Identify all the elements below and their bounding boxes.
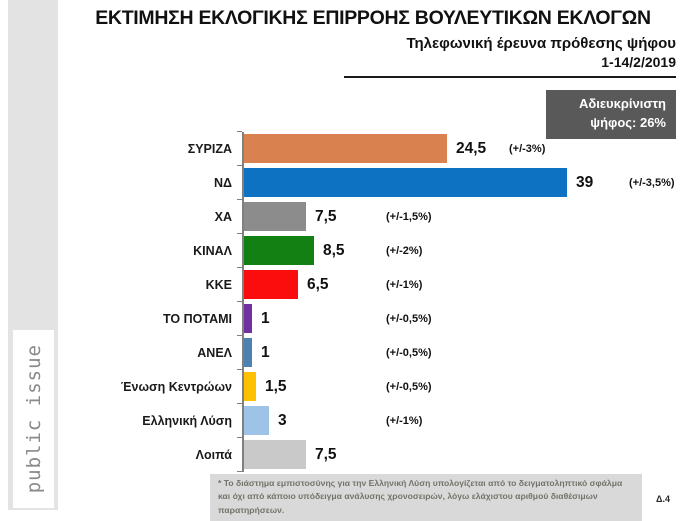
- plot-area: 7,5: [237, 437, 676, 472]
- bar: [244, 202, 306, 231]
- bar-row: ΧΑ 7,5 (+/-1,5%): [70, 199, 676, 234]
- value-label: 6,5: [307, 276, 329, 293]
- margin-of-error-label: (+/-1%): [386, 279, 423, 291]
- bar: [244, 270, 298, 299]
- bar-row: Ένωση Κεντρώων 1,5 (+/-0,5%): [70, 369, 676, 404]
- bar-chart: ΣΥΡΙΖΑ 24,5 (+/-3%) ΝΔ 39 (+/-3,5%) ΧΑ 7,5 (+/-1…: [70, 131, 676, 472]
- bar-row: Λοιπά 7,5: [70, 437, 676, 472]
- survey-subtitle: Τηλεφωνική έρευνα πρόθεσης ψήφου: [406, 35, 676, 52]
- value-label: 7,5: [315, 208, 337, 225]
- plot-area: 8,5 (+/-2%): [237, 233, 676, 268]
- page-title: ΕΚΤΙΜΗΣΗ ΕΚΛΟΓΙΚΗΣ ΕΠΙΡΡΟΗΣ ΒΟΥΛΕΥΤΙΚΩΝ …: [95, 7, 651, 29]
- category-label: Ελληνική Λύση: [142, 414, 232, 428]
- category-label: ΣΥΡΙΖΑ: [187, 142, 232, 156]
- bar-row: ΚΚΕ 6,5 (+/-1%): [70, 267, 676, 302]
- undecided-badge-line1: Αδιευκρίνιστη: [578, 96, 666, 111]
- category-label: ΧΑ: [214, 210, 232, 224]
- category-label: ΚΚΕ: [205, 278, 232, 292]
- plot-area: 24,5 (+/-3%): [237, 131, 676, 166]
- value-label: 24,5: [456, 140, 487, 157]
- header: ΕΚΤΙΜΗΣΗ ΕΚΛΟΓΙΚΗΣ ΕΠΙΡΡΟΗΣ ΒΟΥΛΕΥΤΙΚΩΝ …: [70, 0, 676, 78]
- value-label: 1: [261, 344, 270, 361]
- category-label: ΝΔ: [213, 176, 232, 190]
- margin-of-error-label: (+/-3,5%): [629, 177, 675, 189]
- bar: [244, 440, 306, 469]
- category-label: ΤΟ ΠΟΤΑΜΙ: [163, 312, 232, 326]
- value-label: 1,5: [265, 378, 287, 395]
- plot-area: 6,5 (+/-1%): [237, 267, 676, 302]
- margin-of-error-label: (+/-3%): [509, 143, 546, 155]
- bar: [244, 236, 314, 265]
- undecided-badge-line2: ψήφος: 26%: [590, 114, 666, 130]
- header-divider: [344, 76, 676, 78]
- bar: [244, 372, 256, 401]
- publisher-logo: public issue: [13, 330, 54, 508]
- value-label: 39: [576, 174, 594, 191]
- margin-of-error-label: (+/-2%): [386, 245, 423, 257]
- bar-row: ΤΟ ΠΟΤΑΜΙ 1 (+/-0,5%): [70, 301, 676, 336]
- category-label: ΑΝΕΛ: [197, 346, 232, 360]
- margin-of-error-label: (+/-1,5%): [386, 211, 432, 223]
- footnote: * Το διάστημα εμπιστοσύνης για την Ελλην…: [210, 474, 642, 521]
- bar-row: ΚΙΝΑΛ 8,5 (+/-2%): [70, 233, 676, 268]
- plot-area: 39 (+/-3,5%): [237, 165, 676, 200]
- brand-strip: public issue: [8, 0, 58, 510]
- bar: [244, 134, 447, 163]
- undecided-vote-badge: Αδιευκρίνιστη ψήφος: 26%: [546, 90, 676, 139]
- bar-row: ΝΔ 39 (+/-3,5%): [70, 165, 676, 200]
- plot-area: 1 (+/-0,5%): [237, 335, 676, 370]
- bar-row: ΑΝΕΛ 1 (+/-0,5%): [70, 335, 676, 370]
- plot-area: 3 (+/-1%): [237, 403, 676, 438]
- value-label: 7,5: [315, 446, 337, 463]
- plot-area: 1 (+/-0,5%): [237, 301, 676, 336]
- publisher-logo-text: public issue: [22, 344, 45, 494]
- plot-area: 1,5 (+/-0,5%): [237, 369, 676, 404]
- value-label: 3: [278, 412, 287, 429]
- plot-area: 7,5 (+/-1,5%): [237, 199, 676, 234]
- bar: [244, 406, 269, 435]
- category-label: Λοιπά: [195, 448, 232, 462]
- bar: [244, 168, 567, 197]
- category-label: ΚΙΝΑΛ: [193, 244, 232, 258]
- bar-row: ΣΥΡΙΖΑ 24,5 (+/-3%): [70, 131, 676, 166]
- margin-of-error-label: (+/-0,5%): [386, 313, 432, 325]
- bar: [244, 338, 252, 367]
- survey-date-range: 1-14/2/2019: [601, 54, 676, 70]
- value-label: 1: [261, 310, 270, 327]
- margin-of-error-label: (+/-0,5%): [386, 381, 432, 393]
- category-label: Ένωση Κεντρώων: [120, 380, 232, 394]
- margin-of-error-label: (+/-1%): [386, 415, 423, 427]
- bar-row: Ελληνική Λύση 3 (+/-1%): [70, 403, 676, 438]
- slide-reference: Δ.4: [656, 494, 670, 504]
- margin-of-error-label: (+/-0,5%): [386, 347, 432, 359]
- value-label: 8,5: [323, 242, 345, 259]
- bar: [244, 304, 252, 333]
